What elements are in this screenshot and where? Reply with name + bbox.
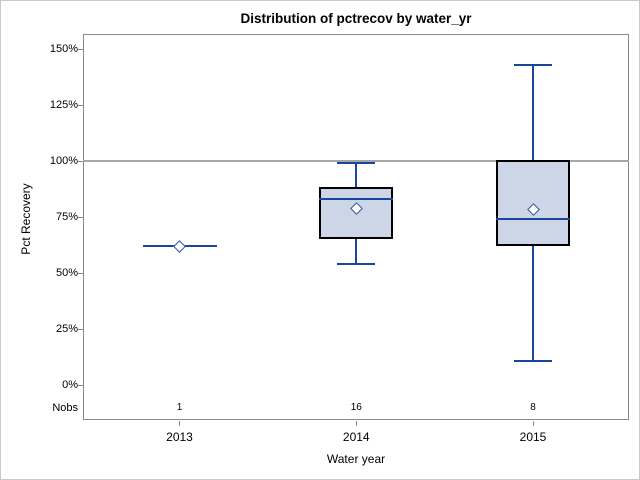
y-tick-mark <box>78 328 83 330</box>
lower-whisker-line <box>355 239 358 265</box>
nobs-row-label: Nobs <box>52 402 78 414</box>
reference-line <box>83 160 629 162</box>
x-tick-mark <box>179 421 180 426</box>
y-tick-mark <box>78 160 83 162</box>
y-tick-mark <box>78 48 83 50</box>
x-tick-mark <box>355 421 357 426</box>
y-tick-mark <box>78 104 83 106</box>
nobs-value: 1 <box>176 402 183 413</box>
y-axis-title: Pct Recovery <box>19 183 33 255</box>
lower-whisker-cap <box>514 360 552 363</box>
y-tick-label: 0% <box>62 379 78 391</box>
y-tick-label: 150% <box>49 43 78 55</box>
upper-whisker-cap <box>514 63 552 66</box>
y-tick-mark <box>78 216 83 218</box>
x-tick-label: 2015 <box>519 430 547 444</box>
y-tick-mark <box>78 384 83 386</box>
y-tick-label: 125% <box>49 99 78 111</box>
x-tick-mark <box>532 421 534 426</box>
x-axis-title: Water year <box>326 452 386 466</box>
upper-whisker-cap <box>337 162 376 165</box>
y-tick-label: 75% <box>55 211 78 223</box>
median-line <box>319 198 394 201</box>
lower-whisker-line <box>532 246 534 362</box>
y-tick-label: 25% <box>55 323 78 335</box>
nobs-value: 16 <box>350 402 362 413</box>
upper-whisker-line <box>532 64 534 160</box>
y-tick-label: 50% <box>55 267 78 279</box>
x-tick-label: 2013 <box>166 430 193 444</box>
x-tick-label: 2014 <box>342 430 370 444</box>
chart-title: Distribution of pctrecov by water_yr <box>240 11 472 26</box>
y-tick-label: 100% <box>49 155 78 167</box>
y-tick-mark <box>78 272 83 274</box>
median-line <box>496 218 570 221</box>
upper-whisker-line <box>355 163 358 187</box>
lower-whisker-cap <box>337 263 376 266</box>
nobs-value: 8 <box>530 402 536 413</box>
